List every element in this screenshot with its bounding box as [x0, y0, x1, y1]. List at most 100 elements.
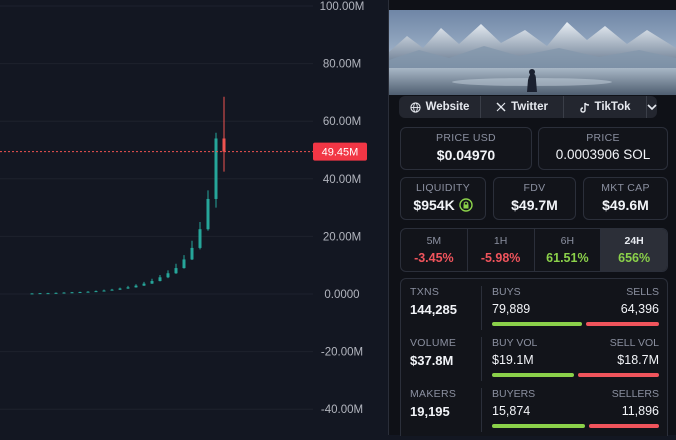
- candle-body: [150, 281, 154, 284]
- tab-6h-change: 61.51%: [546, 251, 589, 265]
- more-links-button[interactable]: [647, 96, 657, 118]
- current-price-tag: [313, 142, 367, 161]
- buys-value: 79,889: [492, 302, 531, 316]
- candle-body: [214, 138, 218, 199]
- candle-body: [198, 229, 202, 248]
- y-axis-label: -20.00M: [321, 347, 363, 359]
- y-axis-label: 100.00M: [320, 1, 365, 13]
- sells-label: SELLS: [626, 286, 659, 298]
- candle-body: [182, 259, 186, 269]
- twitter-label: Twitter: [511, 101, 548, 113]
- buyers-ratio-bar: [492, 424, 585, 428]
- candle-body: [70, 292, 74, 294]
- chevron-down-icon: [647, 103, 657, 110]
- tab-5m[interactable]: 5M -3.45%: [401, 229, 468, 271]
- buys-label: BUYS: [492, 286, 521, 298]
- social-links-bar: Website Twitter TikTok: [399, 96, 657, 118]
- candle-body: [118, 288, 122, 290]
- mkt-cap-label: MKT CAP: [601, 182, 650, 194]
- sells-value: 64,396: [620, 302, 659, 316]
- makers-row: MAKERS 19,195 BUYERS SELLERS 15,874 11,8…: [401, 388, 667, 438]
- tab-24h-change: 656%: [618, 251, 651, 265]
- volume-label: VOLUME: [410, 337, 457, 349]
- liquidity-value: $954K: [413, 197, 455, 213]
- y-axis-label: 80.00M: [323, 59, 361, 71]
- buy-vol-value: $19.1M: [492, 353, 534, 367]
- makers-value: 19,195: [410, 404, 450, 419]
- price-usd-value: $0.04970: [436, 147, 496, 163]
- sell-vol-label: SELL VOL: [609, 337, 659, 349]
- candle-body: [126, 287, 130, 289]
- y-axis: 100.00M 80.00M 60.00M 40.00M 20.00M 0.0000 -20…: [320, 1, 365, 416]
- liquidity-card: LIQUIDITY $954K: [400, 177, 486, 220]
- twitter-link[interactable]: Twitter: [481, 96, 565, 118]
- x-logo-icon: [496, 102, 506, 112]
- buys-ratio-bar: [492, 322, 582, 326]
- lock-icon[interactable]: [458, 198, 473, 212]
- price-usd-card: PRICE USD $0.04970: [400, 127, 532, 170]
- website-link[interactable]: Website: [399, 96, 482, 118]
- chart-grid: [0, 5, 313, 410]
- volume-value: $37.8M: [410, 353, 454, 368]
- tab-1h[interactable]: 1H -5.98%: [468, 229, 535, 271]
- tiktok-icon: [579, 102, 589, 113]
- makers-label: MAKERS: [410, 388, 457, 400]
- price-chart[interactable]: 100.00M 80.00M 60.00M 40.00M 20.00M 0.0000 -20…: [0, 0, 388, 435]
- fdv-card: FDV $49.7M: [493, 177, 576, 220]
- panel-divider: [388, 0, 389, 435]
- tab-5m-change: -3.45%: [414, 251, 454, 265]
- price-sol-value: 0.0003906 SOL: [555, 147, 651, 162]
- candle-body: [94, 291, 98, 293]
- y-axis-label: 40.00M: [323, 174, 361, 186]
- buyers-value: 15,874: [492, 404, 531, 418]
- makers-separator: [481, 388, 482, 432]
- candle-body: [30, 293, 34, 295]
- candle-body: [102, 290, 106, 292]
- sellers-value: 11,896: [621, 404, 659, 418]
- tab-24h-label: 24H: [624, 235, 644, 247]
- tab-1h-label: 1H: [493, 235, 508, 247]
- sell-vol-ratio-bar: [578, 373, 659, 377]
- tab-1h-change: -5.98%: [480, 251, 521, 265]
- candle-body: [134, 285, 138, 288]
- tiktok-link[interactable]: TikTok: [564, 96, 648, 118]
- mkt-cap-card: MKT CAP $49.6M: [583, 177, 668, 220]
- sellers-ratio-bar: [589, 424, 659, 428]
- y-axis-label: 60.00M: [323, 116, 361, 128]
- tab-6h[interactable]: 6H 61.51%: [535, 229, 602, 271]
- tab-5m-label: 5M: [426, 235, 442, 247]
- tiktok-label: TikTok: [594, 101, 631, 113]
- globe-icon: [409, 101, 421, 113]
- buy-vol-ratio-bar: [492, 373, 574, 377]
- fdv-value: $49.7M: [511, 197, 558, 213]
- y-axis-label: 20.00M: [323, 231, 361, 243]
- fdv-label: FDV: [523, 182, 546, 194]
- txns-label: TXNS: [410, 286, 440, 298]
- price-sol-label: PRICE: [586, 132, 620, 144]
- y-axis-label: -40.00M: [321, 404, 363, 416]
- candle-body: [38, 293, 42, 295]
- volume-row: VOLUME $37.8M BUY VOL SELL VOL $19.1M $1…: [401, 337, 667, 387]
- current-price-label: 49.45M: [322, 147, 359, 159]
- price-usd-label: PRICE USD: [436, 132, 496, 144]
- y-axis-label: 0.0000: [324, 289, 359, 301]
- buy-vol-label: BUY VOL: [492, 337, 538, 349]
- candle-body: [142, 283, 146, 286]
- candle-body: [86, 291, 90, 293]
- tab-6h-label: 6H: [560, 235, 575, 247]
- chart-canvas[interactable]: 100.00M 80.00M 60.00M 40.00M 20.00M 0.0000 -20…: [0, 0, 388, 435]
- mkt-cap-value: $49.6M: [602, 197, 649, 213]
- tab-24h[interactable]: 24H 656%: [601, 229, 667, 271]
- candle-body: [206, 198, 210, 230]
- transaction-stats: TXNS 144,285 BUYS SELLS 79,889 64,396 VO…: [400, 278, 668, 436]
- candle-body: [190, 247, 194, 260]
- candle-body: [46, 293, 50, 295]
- buyers-label: BUYERS: [492, 388, 536, 400]
- txns-row: TXNS 144,285 BUYS SELLS 79,889 64,396: [401, 286, 667, 336]
- candle-series: [30, 96, 226, 295]
- candle-body: [158, 277, 162, 282]
- sell-vol-value: $18.7M: [617, 353, 659, 367]
- candle-body: [110, 289, 114, 291]
- volume-separator: [481, 337, 482, 381]
- candle-body: [54, 292, 58, 294]
